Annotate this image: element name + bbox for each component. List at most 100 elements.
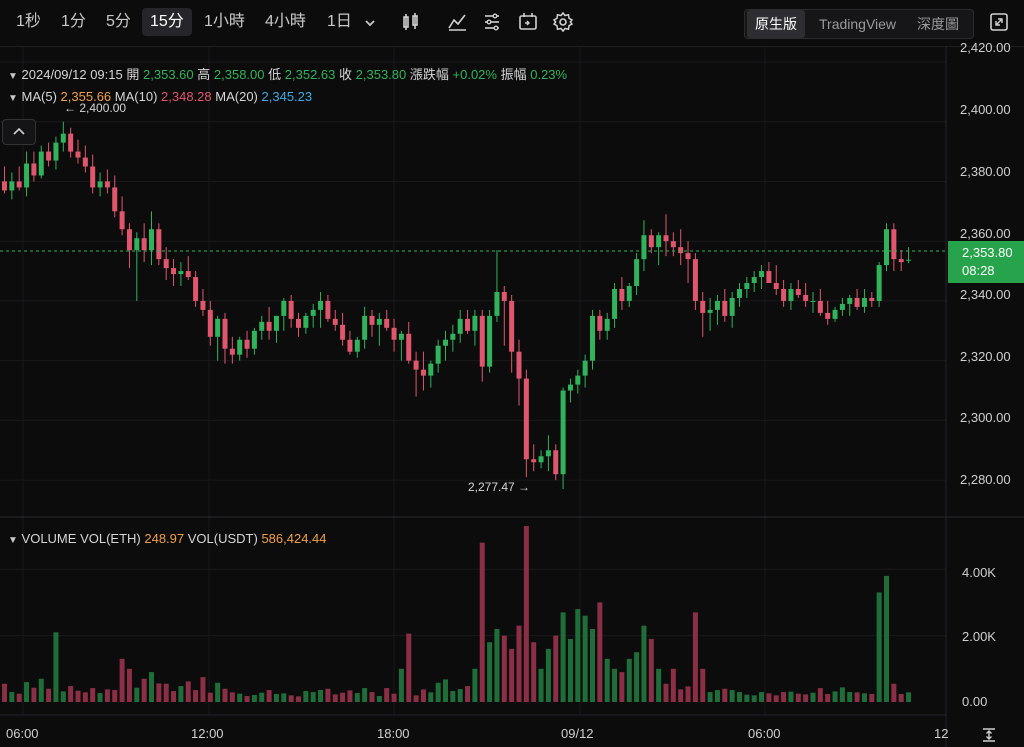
volume-bar (678, 689, 684, 702)
volume-info: ▼ VOLUME VOL(ETH) 248.97 VOL(USDT) 586,4… (8, 531, 327, 546)
volume-bar (332, 694, 338, 702)
volume-bar (590, 628, 595, 702)
mode-native[interactable]: 原生版 (747, 10, 805, 38)
ma20-value: 2,345.23 (261, 89, 313, 104)
collapse-chevron-icon[interactable]: ▼ (8, 93, 18, 104)
candle-body (156, 229, 162, 260)
volume-bar (82, 692, 88, 702)
volume-bar (310, 692, 316, 702)
candle-body (766, 271, 772, 284)
collapse-chevron-icon[interactable]: ▼ (8, 535, 18, 546)
volume-bar (523, 526, 529, 702)
candle-body (193, 277, 199, 301)
candle-body (545, 450, 551, 457)
volume-bar (207, 692, 213, 702)
timeframe-1m[interactable]: 1分 (61, 13, 86, 30)
volume-bar (398, 668, 404, 702)
volume-bar (516, 625, 522, 702)
volume-bar (773, 695, 779, 702)
mode-depth[interactable]: 深度圖 (917, 16, 959, 32)
timeframe-1s[interactable]: 1秒 (16, 13, 41, 30)
gear-icon[interactable] (552, 11, 574, 33)
volume-bar (281, 693, 287, 702)
candle-body (553, 450, 559, 475)
candle-body (112, 187, 118, 212)
candle-body (259, 321, 265, 331)
candle-body (406, 333, 412, 361)
volume-bar (759, 692, 765, 702)
price-axis-label: 2,360.00 (960, 226, 1011, 241)
candle-body (597, 315, 603, 331)
auto-scale-icon[interactable] (981, 727, 997, 743)
close-value: 2,353.80 (355, 67, 407, 82)
timeframe-4h[interactable]: 4小時 (265, 13, 306, 30)
high-annotation: ← 2,400.00 (64, 101, 127, 115)
replay-icon[interactable] (517, 11, 539, 33)
candle-body (465, 318, 471, 331)
volume-bar (229, 692, 235, 702)
volume-title: VOLUME (21, 531, 77, 546)
volume-bar (876, 592, 882, 702)
candle-body (487, 315, 493, 367)
settings-list-icon[interactable] (481, 11, 503, 33)
candle-body (619, 288, 625, 301)
low-annotation-value: 2,277.47 (468, 480, 515, 494)
candle-body (685, 253, 691, 260)
volume-bar (31, 687, 37, 702)
timeframe-1h[interactable]: 1小時 (204, 13, 245, 30)
volume-bar (854, 692, 860, 702)
volume-bar (839, 687, 845, 702)
ma20-label: MA(20) (215, 89, 258, 104)
high-label: 高 (197, 67, 211, 82)
candle-body (839, 303, 845, 310)
volume-bar (648, 638, 654, 702)
candle-body (244, 339, 250, 349)
volume-bar (266, 690, 272, 702)
timeframe-1d[interactable]: 1日 (327, 13, 352, 30)
candlestick-type-icon[interactable] (400, 11, 422, 33)
price-chart[interactable] (0, 46, 1024, 747)
volume-bar (501, 635, 507, 702)
candle-body (2, 181, 7, 191)
volume-axis-label: 2.00K (962, 629, 996, 644)
mode-tradingview[interactable]: TradingView (819, 16, 897, 32)
volume-bar (362, 688, 368, 702)
collapse-indicators-button[interactable] (2, 119, 36, 145)
price-axis-label: 2,320.00 (960, 349, 1011, 364)
volume-bar (714, 690, 720, 702)
volume-axis-label: 4.00K (962, 565, 996, 580)
candle-body (737, 288, 742, 298)
indicator-icon[interactable] (446, 11, 468, 33)
candle-body (590, 315, 595, 361)
candle-body (854, 297, 860, 307)
candle-body (134, 238, 140, 251)
volume-bar (795, 693, 801, 702)
candle-body (126, 229, 132, 251)
volume-bar (171, 691, 177, 702)
volume-bar (60, 691, 66, 702)
timeframe-5m[interactable]: 5分 (106, 13, 131, 30)
volume-bar (325, 688, 331, 702)
volume-bar (788, 691, 794, 702)
volume-bar (288, 695, 294, 702)
candle-body (60, 133, 66, 143)
timeframe-15m[interactable]: 15分 (142, 8, 192, 36)
top-toolbar: 1秒 1分 5分 15分 1小時 4小時 1日 原生版 TradingView … (0, 0, 1024, 47)
volume-bar (538, 668, 544, 702)
open-label: 開 (126, 67, 140, 82)
volume-bar (163, 683, 169, 702)
chevron-down-icon[interactable] (362, 15, 378, 31)
volume-bar (567, 638, 573, 702)
candle-body (575, 375, 581, 385)
fullscreen-icon[interactable] (988, 11, 1010, 33)
volume-bar (141, 678, 147, 702)
volume-bar (487, 642, 493, 702)
volume-bar (391, 693, 397, 702)
volume-bar (494, 628, 500, 702)
volume-bar (104, 689, 110, 702)
candle-body (376, 318, 382, 325)
candle-body (656, 235, 662, 248)
candle-body (354, 339, 360, 352)
collapse-chevron-icon[interactable]: ▼ (8, 71, 18, 82)
candle-body (119, 211, 125, 230)
